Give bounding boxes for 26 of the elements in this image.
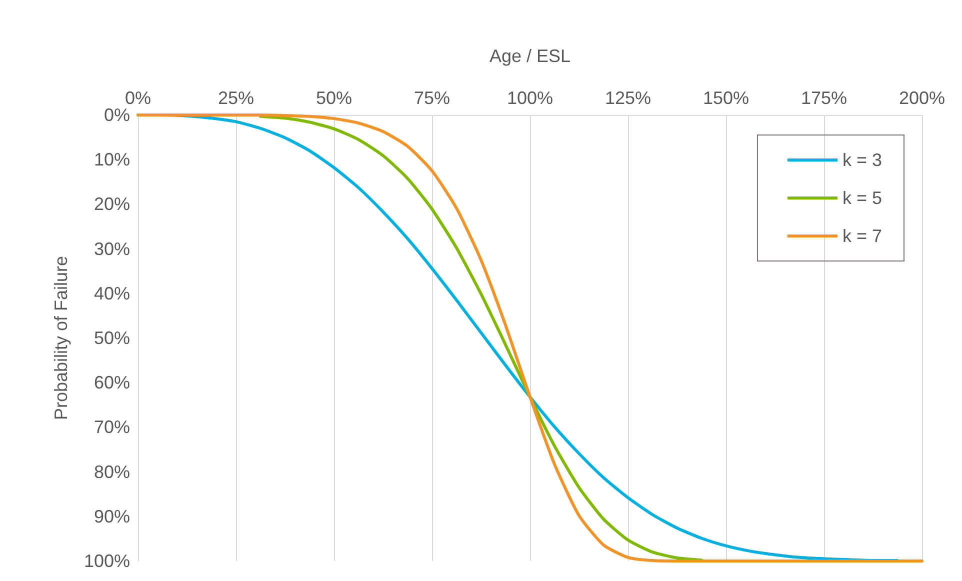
y-tick-label: 10% (94, 150, 130, 170)
y-tick-label: 50% (94, 328, 130, 348)
y-tick-label: 100% (84, 551, 130, 571)
x-tick-label: 200% (898, 88, 946, 108)
y-tick-label: 40% (94, 283, 130, 304)
line-series (259, 114, 703, 562)
y-axis-title: Probability of Failure (51, 256, 71, 420)
y-tick-label: 90% (94, 506, 130, 526)
x-tick-label: 75% (414, 88, 450, 108)
x-tick-label: 50% (316, 88, 352, 108)
x-tick-label: 25% (218, 88, 254, 108)
legend-label: k = 3 (842, 150, 882, 170)
y-tick-label: 80% (94, 462, 130, 482)
x-tick-label: 0% (124, 88, 152, 108)
y-tick-label: 60% (94, 372, 130, 393)
x-tick-label: 150% (702, 88, 750, 108)
legend-label: k = 5 (842, 188, 882, 208)
y-tick-label: 30% (94, 238, 130, 259)
legend-label: k = 7 (842, 226, 882, 246)
y-tick-label: 0% (104, 105, 130, 125)
x-tick-label: 125% (604, 88, 652, 108)
y-tick-label: 20% (94, 194, 130, 214)
x-axis-title: Age / ESL (489, 46, 571, 66)
x-tick-label: 100% (506, 88, 554, 108)
y-tick-label: 70% (94, 417, 130, 438)
x-tick-label: 175% (800, 88, 848, 108)
